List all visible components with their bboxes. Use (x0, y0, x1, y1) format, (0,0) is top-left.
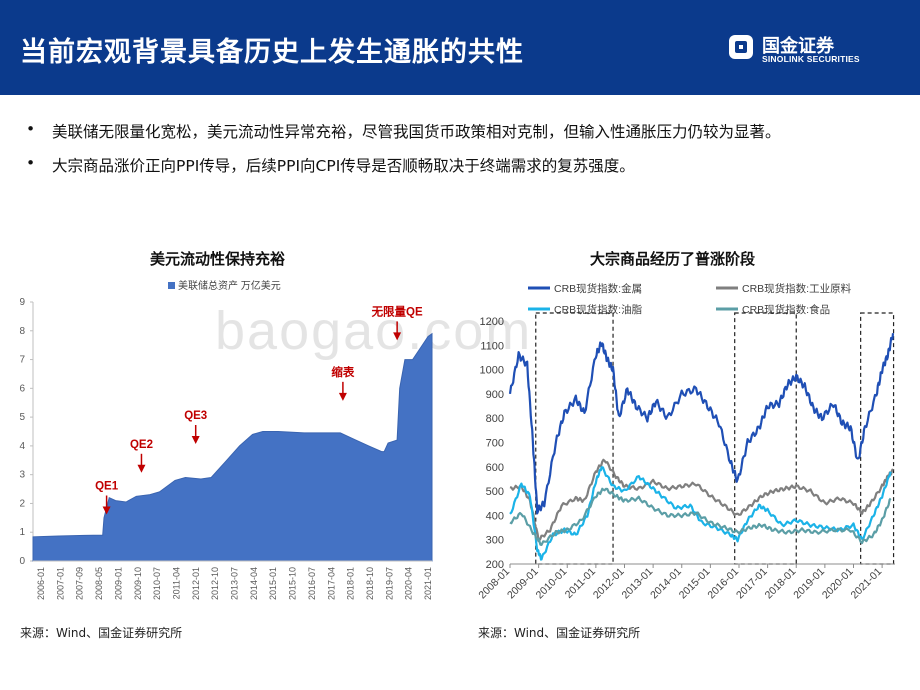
crb-index-chart: CRB现货指数:金属 CRB现货指数:工业原料 CRB现货指数:油脂 CRB现货指数:… (476, 282, 895, 602)
x-tick-label: 2009-10 (133, 567, 143, 600)
x-tick-label: 2008-05 (94, 567, 104, 600)
y-tick-label: 6 (19, 383, 25, 394)
y-tick-label: 300 (486, 535, 504, 547)
annotation-label: 缩表 (331, 365, 354, 379)
x-tick-label: 2019-07 (384, 567, 394, 600)
x-tick-label: 2009-01 (113, 567, 123, 600)
x-tick-label: 2017-04 (326, 567, 336, 600)
x-tick-label: 2016-07 (307, 567, 317, 600)
fed-assets-area (32, 332, 433, 562)
fed-balance-chart: 美联储总资产 万亿美元 0 1 2 3 4 5 6 7 8 9 2006-01 2007-01 2007-… (19, 279, 433, 600)
bullet-marker: • (26, 154, 36, 172)
annotation-arrow-head (102, 506, 111, 515)
series-line-industrial (509, 458, 894, 543)
series-line-metal (508, 333, 895, 515)
y-tick-label: 800 (486, 413, 504, 425)
series-line-food (509, 487, 892, 546)
annotation-arrow-head (137, 464, 146, 473)
y-tick-label: 500 (486, 486, 504, 498)
annotation-arrow-head (393, 332, 402, 341)
x-tick-label: 2015-10 (288, 567, 298, 600)
legend-label: CRB现货指数:油脂 (554, 303, 643, 316)
x-tick-label: 2020-04 (404, 567, 414, 600)
x-tick-label: 2010-07 (152, 567, 162, 600)
bullet-marker: • (26, 120, 36, 138)
y-tick-label: 400 (486, 510, 504, 522)
source-note-left: 来源：Wind、国金证券研究所 (20, 626, 183, 640)
y-tick-label: 900 (486, 389, 504, 401)
x-tick-label: 2018-01 (346, 567, 356, 600)
legend-label: CRB现货指数:金属 (554, 282, 642, 295)
y-tick-label: 1100 (480, 340, 504, 352)
chart-title-crb: 大宗商品经历了普涨阶段 (590, 250, 756, 268)
y-tick-label: 4 (19, 441, 25, 452)
y-tick-label: 200 (486, 559, 504, 571)
company-logo: 国金证券 SINOLINK SECURITIES (728, 32, 888, 68)
y-tick-label: 7 (19, 355, 25, 366)
logo-mark-icon (729, 35, 753, 59)
y-tick-label: 600 (486, 462, 504, 474)
x-tick-label: 2021-01 (848, 566, 884, 602)
y-tick-label: 2 (19, 498, 25, 509)
highlight-period-box (860, 312, 895, 565)
annotation-arrow-head (338, 392, 347, 401)
x-tick-label: 2010-01 (534, 566, 570, 602)
x-tick-label: 2012-01 (191, 567, 201, 600)
annotation-arrow-head (191, 436, 200, 445)
y-tick-label: 1200 (480, 316, 504, 328)
bullet-text: 美联储无限量化宽松，美元流动性异常充裕，尽管我国货币政策相对克制，但输入性通胀压… (52, 123, 781, 141)
annotation-label: QE1 (95, 481, 119, 493)
source-note-right: 来源：Wind、国金证券研究所 (478, 626, 641, 640)
x-tick-label: 2012-10 (210, 567, 220, 600)
y-tick-label: 0 (19, 556, 25, 567)
y-tick-label: 1000 (480, 365, 504, 377)
legend-swatch (168, 282, 175, 289)
logo-text-cn: 国金证券 (762, 36, 834, 57)
y-tick-label: 9 (19, 297, 25, 308)
highlight-period-box (535, 312, 614, 565)
y-tick-label: 1 (19, 527, 25, 538)
x-tick-label: 2014-04 (249, 567, 259, 600)
legend-label: 美联储总资产 万亿美元 (178, 279, 281, 292)
legend-label: CRB现货指数:工业原料 (742, 282, 852, 295)
annotation-label: 无限量QE (371, 304, 423, 318)
bullet-text: 大宗商品涨价正向PPI传导，后续PPI向CPI传导是否顺畅取决于终端需求的复苏强… (52, 157, 635, 175)
x-tick-label: 2006-01 (36, 567, 46, 600)
y-tick-label: 3 (19, 470, 25, 481)
x-tick-label: 2013-07 (230, 567, 240, 600)
x-tick-label: 2007-01 (55, 567, 65, 600)
x-tick-label: 2007-09 (75, 567, 85, 600)
header-bar: 当前宏观背景具备历史上发生通胀的共性 国金证券 SINOLINK SECURIT… (0, 0, 920, 95)
chart-title-fed: 美元流动性保持充裕 (150, 250, 286, 268)
x-tick-label: 2021-01 (423, 567, 433, 600)
x-tick-label: 2011-04 (171, 567, 181, 599)
series-line-oil (509, 466, 892, 561)
annotation-label: QE3 (184, 410, 207, 422)
legend-label: CRB现货指数:食品 (742, 303, 830, 316)
page-title: 当前宏观背景具备历史上发生通胀的共性 (20, 37, 524, 68)
logo-text-en: SINOLINK SECURITIES (762, 54, 860, 64)
y-tick-label: 700 (486, 438, 504, 450)
watermark: baogao.com (215, 301, 533, 361)
x-tick-label: 2015-01 (268, 567, 278, 600)
x-tick-label: 2018-10 (365, 567, 375, 600)
y-tick-label: 5 (19, 412, 25, 423)
y-tick-label: 8 (19, 326, 25, 337)
annotation-label: QE2 (130, 439, 153, 451)
